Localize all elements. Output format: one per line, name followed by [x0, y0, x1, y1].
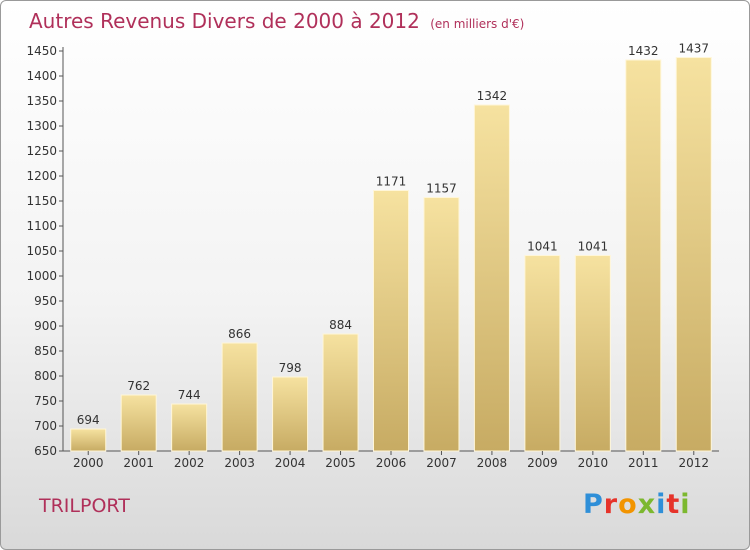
bar	[373, 190, 409, 452]
chart-title: Autres Revenus Divers de 2000 à 2012 (en…	[29, 9, 524, 33]
x-tick-label: 2007	[426, 456, 457, 470]
data-label: 1157	[426, 182, 457, 196]
y-tick-label: 1150	[26, 194, 57, 208]
bar	[120, 394, 157, 452]
y-tick-label: 750	[34, 394, 57, 408]
bar	[322, 333, 359, 452]
x-tick-label: 2006	[376, 456, 407, 470]
x-tick-label: 2004	[275, 456, 306, 470]
y-tick-label: 800	[34, 369, 57, 383]
x-tick-label: 2011	[628, 456, 659, 470]
logo-letter: i	[680, 489, 691, 520]
bar	[171, 403, 208, 452]
logo-letter: x	[637, 489, 657, 520]
y-tick-label: 1350	[26, 94, 57, 108]
bar	[675, 57, 712, 452]
bar	[272, 376, 309, 452]
data-label: 798	[279, 361, 302, 375]
data-label: 866	[228, 327, 251, 341]
x-tick-label: 2000	[73, 456, 104, 470]
y-tick-label: 700	[34, 419, 57, 433]
y-tick-label: 900	[34, 319, 57, 333]
bar	[473, 104, 510, 452]
logo-letter: i	[656, 489, 667, 520]
data-label: 762	[127, 379, 150, 393]
data-label: 694	[77, 413, 100, 427]
y-tick-label: 850	[34, 344, 57, 358]
logo-letter: r	[603, 489, 619, 520]
data-label: 744	[178, 388, 201, 402]
x-tick-label: 2002	[174, 456, 205, 470]
logo-letter: P	[583, 489, 604, 520]
y-tick-label: 1400	[26, 69, 57, 83]
chart-title-main: Autres Revenus Divers de 2000 à 2012	[29, 9, 420, 33]
logo-letter: o	[618, 489, 638, 520]
x-tick-label: 2008	[477, 456, 508, 470]
data-label: 1432	[628, 44, 659, 58]
data-label: 884	[329, 318, 352, 332]
x-tick-label: 2001	[123, 456, 154, 470]
x-tick-label: 2012	[678, 456, 709, 470]
data-label: 1041	[527, 240, 558, 254]
y-tick-label: 1050	[26, 244, 57, 258]
y-tick-label: 1450	[26, 44, 57, 58]
data-label: 1041	[578, 240, 609, 254]
chart-title-unit: (en milliers d'€)	[430, 17, 525, 31]
y-tick-label: 1200	[26, 169, 57, 183]
y-tick-label: 650	[34, 444, 57, 458]
bar	[524, 255, 561, 452]
bar	[625, 59, 662, 452]
data-label: 1342	[477, 89, 508, 103]
commune-name: TRILPORT	[39, 495, 130, 517]
bar	[221, 342, 258, 452]
x-tick-label: 2005	[325, 456, 356, 470]
y-tick-label: 1300	[26, 119, 57, 133]
logo-letter: t	[666, 489, 681, 520]
data-label: 1171	[376, 175, 407, 189]
x-tick-label: 2010	[578, 456, 609, 470]
y-tick-label: 1250	[26, 144, 57, 158]
proxiti-logo: Proxiti	[583, 489, 691, 520]
y-tick-label: 950	[34, 294, 57, 308]
data-label: 1437	[678, 42, 709, 56]
y-tick-label: 1100	[26, 219, 57, 233]
x-tick-label: 2003	[224, 456, 255, 470]
bar	[574, 255, 611, 452]
bar	[70, 428, 107, 452]
bar	[423, 197, 460, 452]
x-tick-label: 2009	[527, 456, 558, 470]
y-tick-label: 1000	[26, 269, 57, 283]
